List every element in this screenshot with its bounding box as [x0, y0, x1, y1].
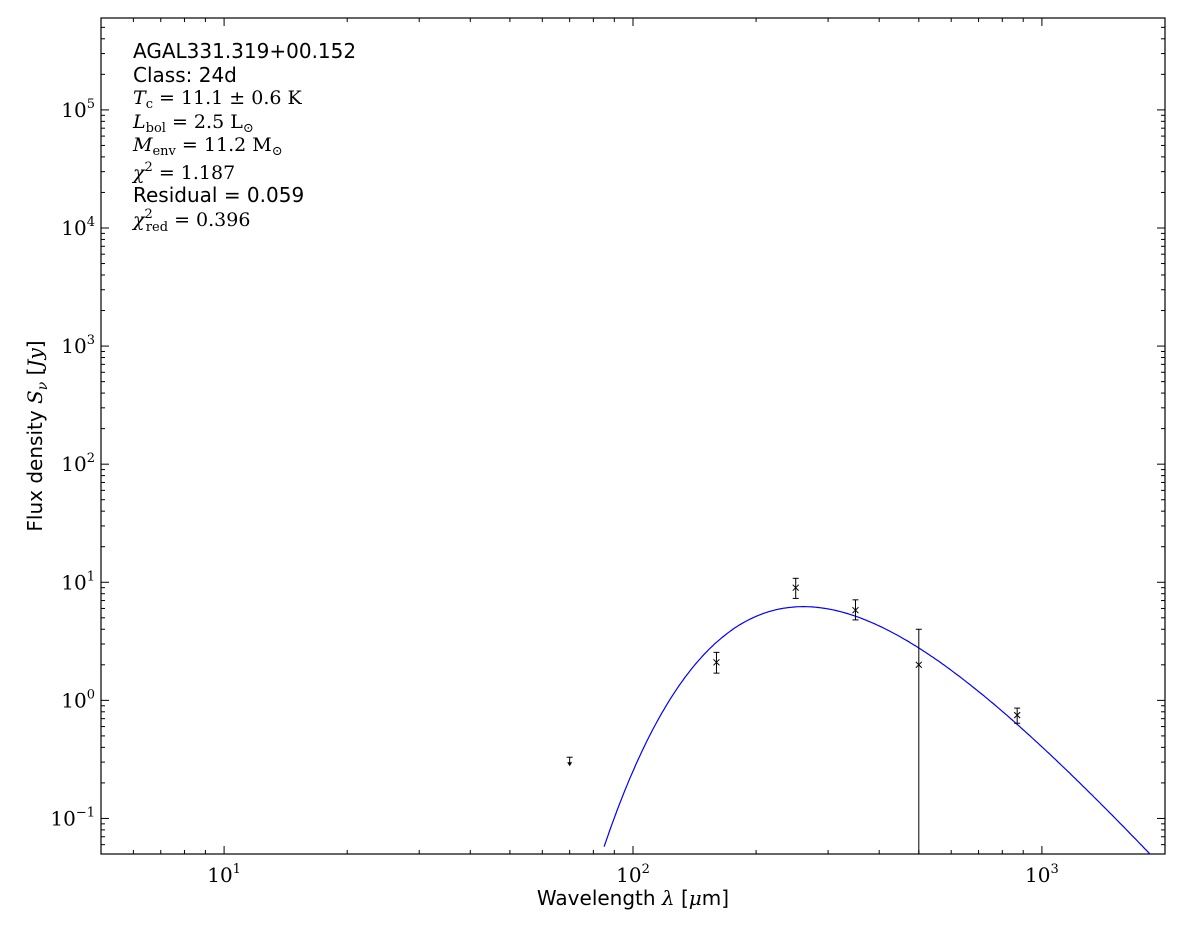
temperature-label: Tc = 11.1 ± 0.6 K	[133, 87, 303, 112]
envelope-mass-label: Menv = 11.2 M⊙	[132, 134, 283, 159]
y-tick-label: 104	[61, 215, 95, 240]
x-tick-label: 102	[616, 862, 650, 887]
data-point	[1013, 711, 1021, 719]
x-axis-label: Wavelength λ [μm]	[537, 886, 729, 910]
data-marks	[566, 577, 1151, 854]
y-tick-label: 10−1	[50, 805, 95, 830]
y-tick-label: 105	[61, 97, 95, 122]
y-tick-label: 102	[61, 451, 95, 476]
data-point	[713, 658, 720, 666]
residual-label: Residual = 0.059	[133, 183, 304, 207]
class-label: Class: 24d	[133, 63, 237, 87]
luminosity-label: Lbol = 2.5 L⊙	[132, 111, 254, 136]
chi2-label: χ2 = 1.187	[131, 160, 235, 184]
upper-limit-arrow	[567, 762, 573, 767]
source-name: AGAL331.319+00.152	[133, 39, 356, 63]
data-point	[852, 606, 859, 614]
fit-annotation: AGAL331.319+00.152 Class: 24d Tc = 11.1 …	[131, 39, 356, 235]
model-curve	[603, 605, 1151, 854]
y-tick-label: 100	[61, 687, 95, 712]
x-tick-label: 101	[207, 862, 241, 887]
data-point	[915, 661, 923, 669]
y-axis-label: Flux density Sν [Jy]	[23, 340, 51, 531]
reduced-chi2-label: χ2 red = 0.396	[131, 207, 250, 235]
axis-ticks	[100, 17, 1166, 855]
tick-labels: 101 102 103 10−1 100 101 102 103 104 105	[50, 97, 1058, 887]
x-tick-label: 103	[1025, 862, 1059, 887]
y-tick-label: 103	[61, 333, 95, 358]
y-tick-label: 101	[61, 569, 95, 594]
data-point	[792, 584, 800, 592]
